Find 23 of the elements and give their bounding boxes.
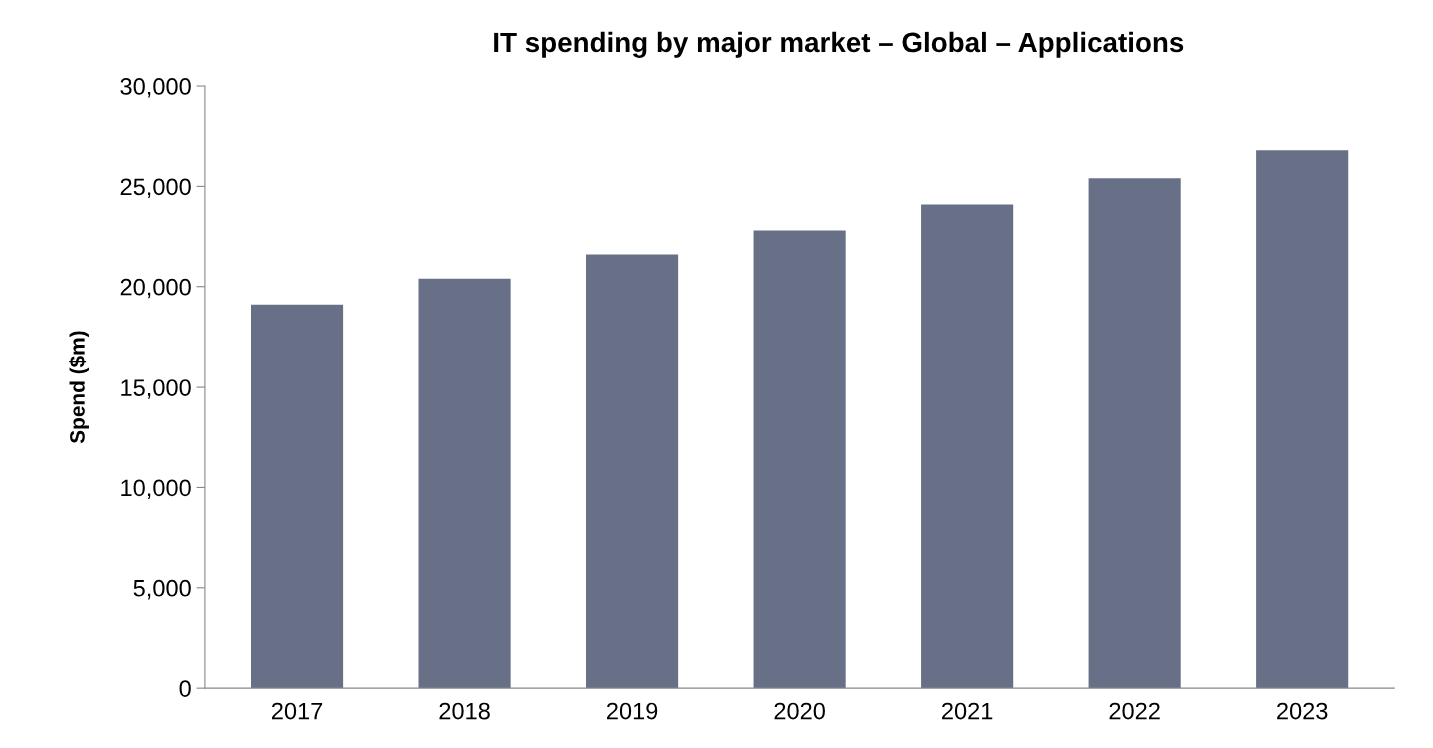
bar bbox=[418, 278, 511, 689]
x-tick-label: 2022 bbox=[1109, 702, 1160, 720]
x-tick-label: 2019 bbox=[607, 702, 658, 720]
x-tick-label: 2018 bbox=[439, 702, 490, 720]
chart-title: IT spending by major market – Global – Applications bbox=[494, 31, 1184, 58]
bar bbox=[753, 230, 846, 689]
y-tick-label: 30,000 bbox=[120, 78, 191, 98]
y-tick-label: 5,000 bbox=[133, 579, 191, 600]
y-tick-label: 10,000 bbox=[121, 479, 191, 500]
y-tick-label: 0 bbox=[179, 680, 191, 697]
bar bbox=[1088, 178, 1181, 689]
x-tick-label: 2017 bbox=[271, 702, 323, 720]
bar bbox=[586, 254, 679, 689]
bar bbox=[921, 204, 1014, 689]
x-tick-label: 2023 bbox=[1277, 702, 1328, 720]
x-tick-label: 2021 bbox=[942, 702, 993, 720]
y-tick-label: 15,000 bbox=[121, 379, 191, 399]
bar bbox=[250, 304, 344, 689]
bar bbox=[1256, 150, 1349, 689]
y-axis-title: Spend ($m) bbox=[69, 331, 89, 444]
y-tick-label: 25,000 bbox=[120, 178, 191, 198]
y-tick-label: 20,000 bbox=[120, 278, 191, 299]
x-tick-label: 2020 bbox=[774, 702, 825, 720]
